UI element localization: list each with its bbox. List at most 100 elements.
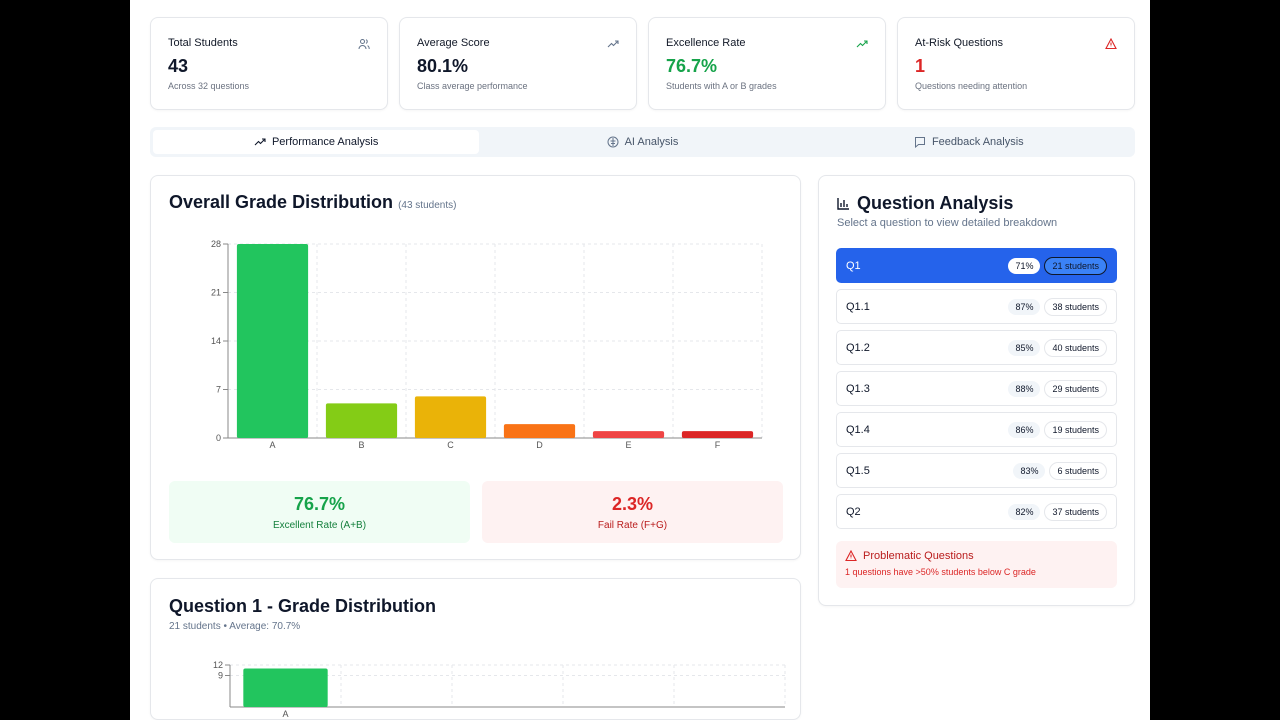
x-tick-label: A xyxy=(282,709,288,719)
y-tick-label: 28 xyxy=(211,239,221,249)
stat-subtext: Questions needing attention xyxy=(915,81,1028,91)
question-analysis-title: Question Analysis xyxy=(857,193,1014,213)
question-percent-badge: 87% xyxy=(1008,298,1041,315)
stat-value: 43 xyxy=(168,56,189,76)
stat-label: Excellence Rate xyxy=(666,37,746,49)
question-chart-subtitle: 21 students • Average: 70.7% xyxy=(169,621,301,632)
y-tick-label: 12 xyxy=(213,660,223,670)
brain-icon xyxy=(607,136,619,148)
tab-ai-analysis[interactable]: AI Analysis xyxy=(479,130,805,154)
bar-A[interactable] xyxy=(236,244,309,438)
question-name: Q2 xyxy=(846,505,861,518)
overall-title: Overall Grade Distribution (43 students) xyxy=(169,192,782,213)
question-analysis-subtitle: Select a question to view detailed break… xyxy=(837,217,1058,229)
question-item[interactable]: Q1.5 83% 6 students xyxy=(836,453,1117,488)
tab-performance-analysis[interactable]: Performance Analysis xyxy=(153,130,480,154)
problematic-alert: Problematic Questions 1 questions have >… xyxy=(836,541,1117,588)
overall-count: (43 students) xyxy=(398,200,457,211)
question-students-badge: 21 students xyxy=(1044,256,1107,275)
question-name: Q1.2 xyxy=(846,341,870,354)
stat-card: At-Risk Questions 1 Questions needing at… xyxy=(897,17,1135,110)
alert-text: 1 questions have >50% students below C g… xyxy=(845,567,1036,577)
stat-label: Average Score xyxy=(417,37,490,49)
bar-chart-icon xyxy=(837,198,849,210)
question-name: Q1.5 xyxy=(846,464,870,477)
stat-value: 76.7% xyxy=(666,56,718,76)
question-percent-badge: 85% xyxy=(1008,339,1041,356)
stat-card: Total Students 43 Across 32 questions xyxy=(150,17,388,110)
tab-label: AI Analysis xyxy=(624,136,679,148)
alert-triangle-icon xyxy=(1105,37,1117,50)
tab-feedback-analysis[interactable]: Feedback Analysis xyxy=(806,130,1132,154)
question-students-badge: 37 students xyxy=(1044,502,1107,521)
question-analysis-card: Question Analysis Select a question to v… xyxy=(818,175,1135,606)
question-percent-badge: 88% xyxy=(1008,380,1041,397)
y-tick-label: 0 xyxy=(216,433,221,443)
tab-label: Performance Analysis xyxy=(271,136,379,148)
stat-label: Total Students xyxy=(168,37,238,49)
bar-A[interactable] xyxy=(243,668,328,708)
stat-icon xyxy=(358,37,370,50)
question-name: Q1.3 xyxy=(846,382,870,395)
question-item[interactable]: Q1.1 87% 38 students xyxy=(836,289,1117,324)
x-tick-label: D xyxy=(536,440,543,450)
question-name: Q1 xyxy=(846,259,861,272)
x-tick-label: C xyxy=(447,440,454,450)
excellent-rate-box: 76.7% Excellent Rate (A+B) xyxy=(169,481,470,543)
question-students-badge: 40 students xyxy=(1044,338,1107,357)
bar-E[interactable] xyxy=(592,431,665,438)
question-item[interactable]: Q2 82% 37 students xyxy=(836,494,1117,529)
excellent-rate-value: 76.7% xyxy=(293,494,346,514)
y-tick-label: 14 xyxy=(211,336,221,346)
x-tick-label: B xyxy=(358,440,364,450)
bar-C[interactable] xyxy=(414,396,487,438)
question-students-badge: 19 students xyxy=(1044,420,1107,439)
y-tick-label: 9 xyxy=(218,671,223,681)
bar-B[interactable] xyxy=(325,403,398,438)
question-percent-badge: 86% xyxy=(1008,421,1041,438)
question-item[interactable]: Q1.3 88% 29 students xyxy=(836,371,1117,406)
stat-value: 1 xyxy=(915,56,926,76)
question-item[interactable]: Q1 71% 21 students xyxy=(836,248,1117,283)
stat-value: 80.1% xyxy=(417,56,469,76)
question-grade-chart: 912 A xyxy=(213,660,786,719)
trending-up-icon xyxy=(254,138,266,146)
y-tick-label: 21 xyxy=(211,288,221,298)
analysis-tabs: Performance Analysis AI Analysis Feedbac… xyxy=(150,127,1135,157)
question-percent-badge: 83% xyxy=(1013,462,1046,479)
question-name: Q1.4 xyxy=(846,423,870,436)
fail-rate-value: 2.3% xyxy=(611,494,654,514)
trending-up-icon xyxy=(856,40,868,48)
x-tick-label: A xyxy=(269,440,275,450)
stat-subtext: Students with A or B grades xyxy=(666,81,777,91)
fail-rate-box: 2.3% Fail Rate (F+G) xyxy=(482,481,783,543)
trending-up-icon xyxy=(607,40,619,48)
question-students-badge: 29 students xyxy=(1044,379,1107,398)
question-chart-title: Question 1 - Grade Distribution xyxy=(169,596,437,616)
question-percent-badge: 71% xyxy=(1008,257,1041,274)
question-name: Q1.1 xyxy=(846,300,870,313)
question-students-badge: 38 students xyxy=(1044,297,1107,316)
y-tick-label: 7 xyxy=(216,385,221,395)
question-item[interactable]: Q1.4 86% 19 students xyxy=(836,412,1117,447)
stat-subtext: Class average performance xyxy=(417,81,528,91)
x-tick-label: F xyxy=(715,440,721,450)
question-item[interactable]: Q1.2 85% 40 students xyxy=(836,330,1117,365)
dashboard-page: Total Students 43 Across 32 questions Av… xyxy=(130,0,1150,720)
question-students-badge: 6 students xyxy=(1049,461,1107,480)
overall-grade-card: Overall Grade Distribution (43 students)… xyxy=(150,175,801,560)
stat-icon xyxy=(856,37,868,49)
question-grade-card: Question 1 - Grade Distribution 21 stude… xyxy=(150,578,801,720)
alert-triangle-icon xyxy=(845,550,857,562)
tab-label: Feedback Analysis xyxy=(931,136,1024,148)
bar-F[interactable] xyxy=(681,431,754,438)
question-percent-badge: 82% xyxy=(1008,503,1041,520)
stat-subtext: Across 32 questions xyxy=(168,81,250,91)
excellent-rate-label: Excellent Rate (A+B) xyxy=(272,520,367,531)
users-icon xyxy=(358,38,370,50)
stat-card: Excellence Rate 76.7% Students with A or… xyxy=(648,17,886,110)
overall-title-text: Overall Grade Distribution xyxy=(169,192,394,212)
bar-D[interactable] xyxy=(503,424,576,438)
stat-icon xyxy=(1105,37,1117,50)
stat-card: Average Score 80.1% Class average perfor… xyxy=(399,17,637,110)
